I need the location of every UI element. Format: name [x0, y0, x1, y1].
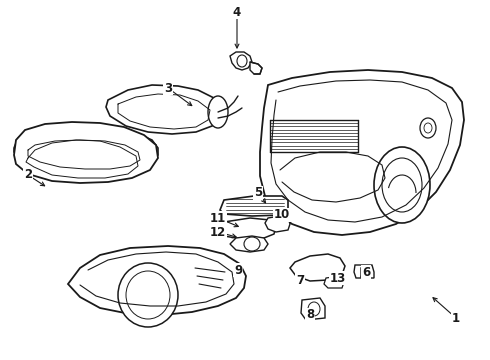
Ellipse shape	[420, 118, 436, 138]
Ellipse shape	[208, 96, 228, 128]
Polygon shape	[354, 265, 374, 278]
Polygon shape	[230, 236, 268, 252]
Text: 13: 13	[330, 271, 346, 284]
Ellipse shape	[374, 147, 430, 223]
Text: 11: 11	[210, 211, 226, 225]
Ellipse shape	[382, 158, 422, 212]
Text: 10: 10	[274, 208, 290, 221]
Text: 2: 2	[24, 168, 32, 181]
Text: 4: 4	[233, 5, 241, 18]
Polygon shape	[106, 85, 222, 134]
Text: 5: 5	[254, 186, 262, 199]
Polygon shape	[218, 218, 276, 239]
Polygon shape	[14, 122, 158, 183]
Text: 12: 12	[210, 225, 226, 238]
Ellipse shape	[308, 302, 320, 316]
Polygon shape	[301, 298, 325, 320]
Ellipse shape	[237, 55, 247, 67]
Polygon shape	[14, 125, 158, 174]
Text: 8: 8	[306, 309, 314, 321]
Ellipse shape	[424, 123, 432, 133]
Ellipse shape	[244, 237, 260, 251]
Polygon shape	[260, 70, 464, 235]
Polygon shape	[68, 246, 246, 315]
Text: 6: 6	[362, 266, 370, 279]
Ellipse shape	[126, 271, 170, 319]
Text: 1: 1	[452, 311, 460, 324]
Polygon shape	[324, 276, 344, 288]
Text: 3: 3	[164, 81, 172, 94]
Polygon shape	[220, 196, 288, 216]
Polygon shape	[290, 254, 345, 281]
Polygon shape	[230, 52, 252, 70]
Text: 7: 7	[296, 274, 304, 287]
Polygon shape	[265, 216, 290, 232]
Polygon shape	[250, 62, 262, 74]
Text: 9: 9	[234, 264, 242, 276]
Ellipse shape	[118, 263, 178, 327]
